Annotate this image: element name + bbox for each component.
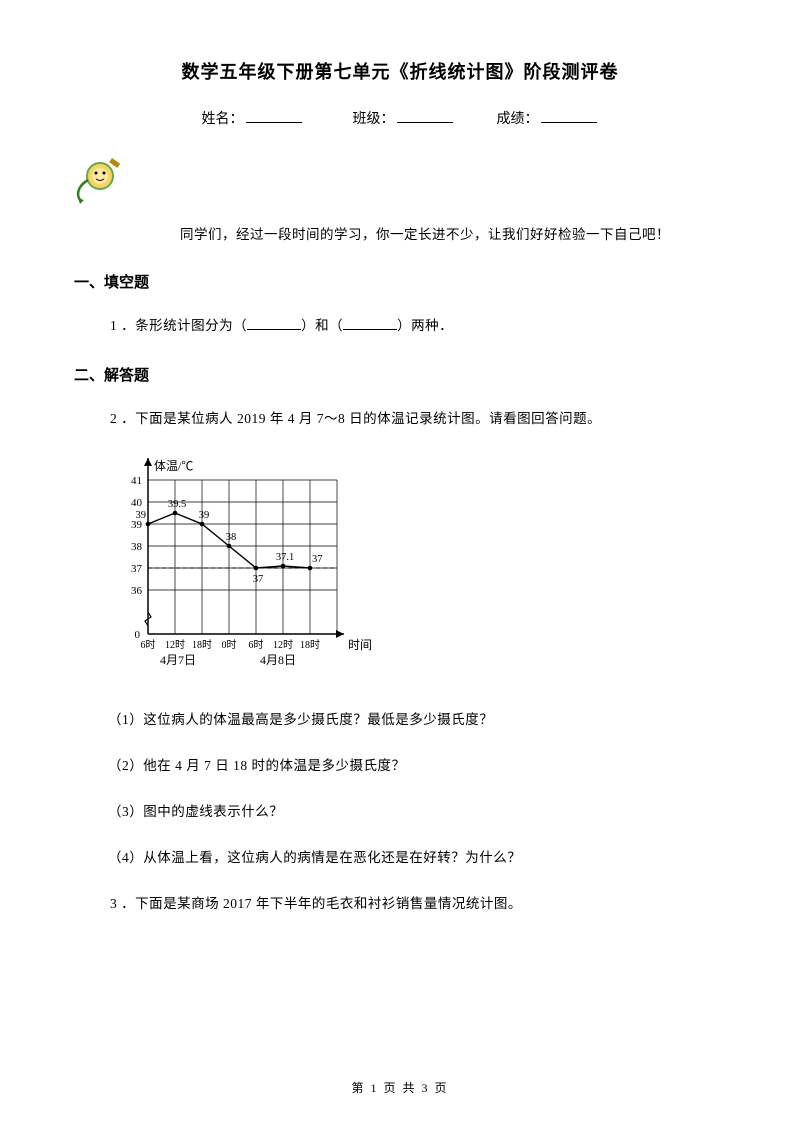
temperature-chart: 4140393837363939.539383737.137体温/℃时间06时1… bbox=[108, 458, 712, 678]
class-blank bbox=[397, 109, 453, 123]
question-3: 3 ．下面是某商场 2017 年下半年的毛衣和衬衫销售量情况统计图。 bbox=[110, 892, 712, 916]
svg-text:12时: 12时 bbox=[165, 639, 185, 651]
section-1-title: 一、填空题 bbox=[74, 271, 712, 292]
page-footer: 第 1 页 共 3 页 bbox=[0, 1079, 800, 1096]
name-label: 姓名： bbox=[202, 112, 244, 127]
svg-text:39: 39 bbox=[136, 510, 147, 521]
svg-text:36: 36 bbox=[131, 585, 143, 597]
name-blank bbox=[246, 109, 302, 123]
student-info-row: 姓名： 班级： 成绩： bbox=[88, 108, 712, 128]
q1-t1: 条形统计图分为（ bbox=[135, 318, 247, 333]
svg-text:37: 37 bbox=[131, 563, 143, 575]
spacer bbox=[458, 112, 493, 127]
q1-t2: ）和（ bbox=[301, 318, 343, 333]
q2-text: 下面是某位病人 2019 年 4 月 7～8 日的体温记录统计图。请看图回答问题… bbox=[135, 411, 601, 426]
svg-text:4月7日: 4月7日 bbox=[160, 653, 196, 667]
svg-text:39: 39 bbox=[199, 510, 210, 521]
svg-text:39.5: 39.5 bbox=[168, 499, 186, 510]
q1-num: 1 ． bbox=[110, 318, 135, 333]
q3-num: 3 ． bbox=[110, 896, 135, 911]
q1-blank2 bbox=[343, 318, 397, 330]
class-label: 班级： bbox=[353, 112, 395, 127]
q2-sub4: （4）从体温上看，这位病人的病情是在恶化还是在好转？为什么？ bbox=[108, 846, 712, 866]
svg-text:37: 37 bbox=[312, 554, 323, 565]
section-2-title: 二、解答题 bbox=[74, 364, 712, 385]
question-2: 2 ．下面是某位病人 2019 年 4 月 7～8 日的体温记录统计图。请看图回… bbox=[110, 407, 712, 431]
q2-sub3: （3）图中的虚线表示什么？ bbox=[108, 800, 712, 820]
svg-text:41: 41 bbox=[131, 475, 142, 487]
score-label: 成绩： bbox=[497, 112, 539, 127]
question-1: 1 ．条形统计图分为（ ）和（ ）两种． bbox=[110, 314, 712, 338]
svg-text:体温/℃: 体温/℃ bbox=[154, 459, 193, 473]
svg-text:6时: 6时 bbox=[141, 639, 156, 651]
svg-text:18时: 18时 bbox=[300, 639, 320, 651]
intro-text: 同学们，经过一段时间的学习，你一定长进不少，让我们好好检验一下自己吧！ bbox=[180, 223, 712, 243]
svg-text:18时: 18时 bbox=[192, 639, 212, 651]
svg-text:12时: 12时 bbox=[273, 639, 293, 651]
q2-sub1: （1）这位病人的体温最高是多少摄氏度？最低是多少摄氏度？ bbox=[108, 708, 712, 728]
svg-text:38: 38 bbox=[226, 532, 237, 543]
q1-blank1 bbox=[247, 318, 301, 330]
page-title: 数学五年级下册第七单元《折线统计图》阶段测评卷 bbox=[88, 58, 712, 84]
q3-text: 下面是某商场 2017 年下半年的毛衣和衬衫销售量情况统计图。 bbox=[135, 896, 522, 911]
q1-t3: ）两种． bbox=[397, 318, 453, 333]
svg-text:0时: 0时 bbox=[222, 639, 237, 651]
pencil-icon bbox=[70, 146, 712, 209]
q2-num: 2 ． bbox=[110, 411, 135, 426]
svg-text:38: 38 bbox=[131, 541, 143, 553]
svg-text:40: 40 bbox=[131, 497, 143, 509]
spacer bbox=[307, 112, 349, 127]
svg-text:时间: 时间 bbox=[348, 638, 372, 652]
svg-text:37: 37 bbox=[253, 574, 264, 585]
q2-sub2: （2）他在 4 月 7 日 18 时的体温是多少摄氏度？ bbox=[108, 754, 712, 774]
svg-text:37.1: 37.1 bbox=[276, 552, 294, 563]
score-blank bbox=[541, 109, 597, 123]
svg-text:4月8日: 4月8日 bbox=[260, 653, 296, 667]
svg-text:6时: 6时 bbox=[249, 639, 264, 651]
